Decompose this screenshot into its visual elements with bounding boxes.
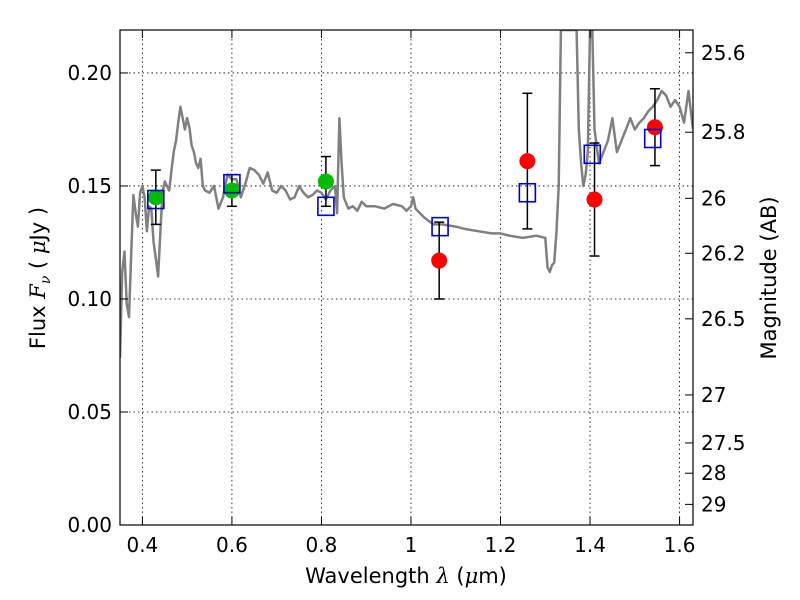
plot-frame — [119, 29, 694, 526]
y2-tick-label: 26.5 — [701, 307, 746, 331]
markers — [147, 119, 663, 269]
red-data-point — [519, 153, 536, 170]
x-tick-label: 0.6 — [216, 533, 248, 557]
y2-tick-label: 27.5 — [701, 431, 746, 455]
y2-tick-label: 27 — [701, 383, 726, 407]
axis-ticks: 0.4 0.6 0.8 1 1.2 1.4 1.6 0.00 0.05 0.10 0.15 0.20 2… — [67, 30, 746, 557]
green-data-point — [317, 173, 334, 190]
green-data-point — [147, 189, 164, 206]
x-tick-label: 0.8 — [306, 533, 338, 557]
y2-tick-label: 25.8 — [701, 120, 746, 144]
y2-axis-label: Magnitude (AB) — [757, 196, 781, 359]
model-photometry-square — [147, 189, 165, 210]
x-tick-label: 1.2 — [485, 533, 517, 557]
model-photometry-square — [583, 144, 602, 165]
red-data-point — [646, 119, 663, 136]
model-photometry-square — [431, 216, 449, 237]
y2-tick-label: 26 — [701, 186, 726, 210]
x-tick-label: 1.6 — [664, 533, 696, 557]
y2-tick-label: 28 — [701, 461, 726, 485]
y-tick-label: 0.05 — [67, 400, 112, 424]
y-tick-label: 0.10 — [67, 287, 112, 311]
y-axis-label: Flux Fν ( μJy ) — [26, 207, 54, 349]
green-data-point — [223, 182, 240, 199]
x-tick-label: 1.4 — [574, 533, 606, 557]
red-data-point — [431, 252, 448, 269]
plot-background — [120, 30, 693, 525]
model-photometry-square — [643, 128, 662, 149]
spectrum-line — [120, 30, 693, 358]
x-axis-label: Wavelength λ (μm) — [305, 564, 507, 588]
model-photometry-square — [223, 173, 241, 194]
red-data-point — [586, 191, 603, 208]
y-tick-label: 0.15 — [67, 174, 112, 198]
y2-tick-label: 29 — [701, 492, 726, 516]
y-tick-label: 0.00 — [67, 513, 112, 537]
y2-tick-label: 26.2 — [701, 241, 746, 265]
model-photometry-square — [518, 182, 537, 203]
y2-tick-label: 25.6 — [701, 41, 746, 65]
x-tick-label: 0.4 — [126, 533, 158, 557]
model-photometry-square — [317, 196, 335, 217]
plot-area — [120, 30, 693, 358]
x-tick-label: 1 — [405, 533, 418, 557]
y-tick-label: 0.20 — [67, 61, 112, 85]
